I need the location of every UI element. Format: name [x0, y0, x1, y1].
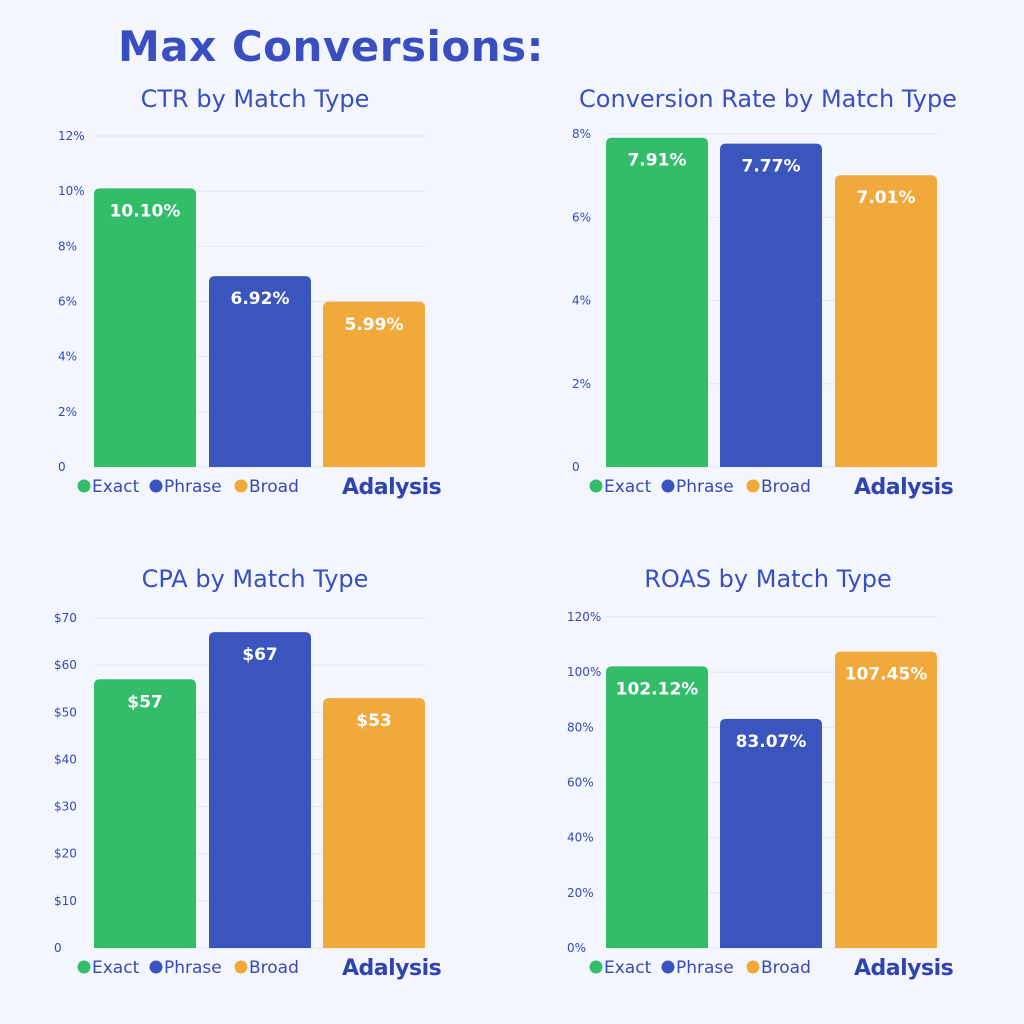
chart-title-conversion-rate: Conversion Rate by Match Type [579, 85, 957, 113]
legend-label-phrase: Phrase [676, 477, 734, 497]
y-tick-label-roas: 0% [567, 941, 586, 955]
legend-label-exact: Exact [92, 958, 140, 978]
y-tick-label-roas: 20% [567, 886, 594, 900]
chart-title-roas: ROAS by Match Type [644, 565, 892, 593]
bar-conv-broad [835, 175, 937, 468]
y-tick-label-roas: 40% [567, 831, 594, 845]
value-label-roas-exact: 102.12% [616, 679, 699, 699]
adalysis-logo: Adalysis [342, 956, 442, 981]
value-label-ctr-broad: 5.99% [345, 315, 404, 335]
y-tick-label-roas: 60% [567, 776, 594, 790]
legend-marker-phrase [661, 960, 675, 974]
y-tick-label-roas: 80% [567, 720, 594, 734]
y-tick-label-cpa: $20 [54, 847, 77, 861]
legend-marker-broad [746, 960, 760, 974]
y-tick-label-conv: 2% [572, 377, 591, 391]
bar-roas-phrase [720, 718, 822, 948]
y-tick-label-conv: 6% [572, 210, 591, 224]
y-tick-label-ctr: 4% [58, 350, 77, 364]
bar-ctr-broad [323, 301, 425, 467]
y-tick-label-ctr: 2% [58, 405, 77, 419]
bar-roas-broad [835, 651, 937, 948]
legend-label-phrase: Phrase [164, 958, 222, 978]
legend-label-broad: Broad [761, 958, 811, 978]
y-tick-label-cpa: $60 [54, 658, 77, 672]
y-tick-label-ctr: 8% [58, 239, 77, 253]
y-tick-label-cpa: $10 [54, 894, 77, 908]
bar-ctr-exact [94, 188, 196, 468]
value-label-conv-exact: 7.91% [628, 151, 687, 171]
value-label-roas-broad: 107.45% [845, 665, 928, 685]
bar-cpa-phrase [209, 632, 311, 948]
y-tick-label-cpa: $30 [54, 800, 77, 814]
y-tick-label-conv: 4% [572, 294, 591, 308]
bar-cpa-exact [94, 679, 196, 948]
bar-cpa-broad [323, 698, 425, 948]
adalysis-logo: Adalysis [854, 475, 954, 500]
legend-marker-phrase [661, 479, 675, 493]
legend-marker-broad [746, 479, 760, 493]
legend-label-exact: Exact [604, 958, 652, 978]
legend-marker-exact [77, 960, 91, 974]
value-label-conv-phrase: 7.77% [742, 157, 801, 177]
chart-title-ctr: CTR by Match Type [140, 85, 370, 113]
legend-label-phrase: Phrase [164, 477, 222, 497]
value-label-ctr-phrase: 6.92% [231, 289, 290, 309]
legend-label-phrase: Phrase [676, 958, 734, 978]
y-tick-label-roas: 120% [567, 610, 601, 624]
legend-label-exact: Exact [92, 477, 140, 497]
y-tick-label-cpa: $50 [54, 705, 77, 719]
bar-ctr-phrase [209, 276, 311, 467]
y-tick-label-roas: 100% [567, 665, 601, 679]
legend-label-broad: Broad [249, 477, 299, 497]
value-label-cpa-exact: $57 [127, 692, 163, 712]
y-tick-label-ctr: 0 [58, 460, 66, 474]
chart-title-cpa: CPA by Match Type [141, 565, 369, 593]
bar-conv-exact [606, 137, 708, 467]
value-label-cpa-phrase: $67 [242, 645, 278, 665]
y-tick-label-ctr: 10% [58, 184, 85, 198]
legend-label-broad: Broad [761, 477, 811, 497]
legend-marker-phrase [149, 479, 163, 493]
legend-marker-broad [234, 960, 248, 974]
value-label-conv-broad: 7.01% [857, 188, 916, 208]
legend-label-broad: Broad [249, 958, 299, 978]
adalysis-logo: Adalysis [342, 475, 442, 500]
adalysis-logo: Adalysis [854, 956, 954, 981]
y-tick-label-cpa: $70 [54, 611, 77, 625]
y-tick-label-ctr: 6% [58, 295, 77, 309]
y-tick-label-ctr: 12% [58, 129, 85, 143]
main-title: Max Conversions: [118, 22, 544, 71]
legend-marker-exact [77, 479, 91, 493]
legend-marker-exact [589, 479, 603, 493]
value-label-roas-phrase: 83.07% [736, 732, 807, 752]
y-tick-label-cpa: 0 [54, 941, 62, 955]
y-tick-label-conv: 0 [572, 460, 580, 474]
value-label-ctr-exact: 10.10% [110, 201, 181, 221]
legend-label-exact: Exact [604, 477, 652, 497]
bar-conv-phrase [720, 143, 822, 468]
legend-marker-exact [589, 960, 603, 974]
legend-marker-phrase [149, 960, 163, 974]
bar-roas-exact [606, 666, 708, 948]
value-label-cpa-broad: $53 [356, 711, 392, 731]
y-tick-label-cpa: $40 [54, 752, 77, 766]
legend-marker-broad [234, 479, 248, 493]
y-tick-label-conv: 8% [572, 127, 591, 141]
